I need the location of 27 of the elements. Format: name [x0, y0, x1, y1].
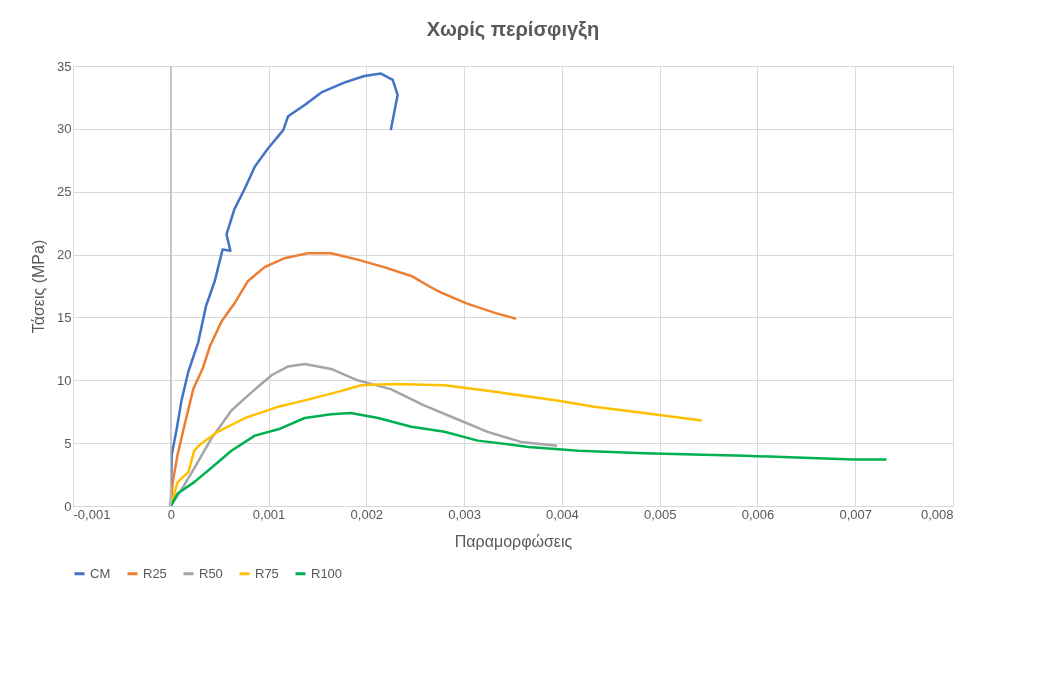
line-series: [169, 411, 888, 508]
legend-label: R25: [143, 565, 167, 581]
x-tick-label: 0,004: [546, 506, 579, 522]
x-tick-label: 0,007: [839, 506, 872, 522]
chart-title: Χωρίς περίσφιγξη: [426, 18, 600, 40]
y-tick-label: 35: [57, 58, 72, 74]
legend-label: R50: [199, 565, 223, 581]
y-tick-label: 5: [64, 435, 72, 451]
y-tick-label: 20: [57, 247, 72, 263]
legend-label: R100: [311, 565, 343, 581]
legend-label: CM: [90, 565, 111, 581]
y-axis-title: Τάσεις (MPa): [30, 239, 48, 334]
x-tick-label: 0,008: [920, 506, 954, 522]
x-tick-label: 0,003: [448, 506, 481, 522]
x-tick-label: -0,001: [73, 506, 111, 522]
x-axis-title: Παραμορφώσεις: [454, 532, 573, 550]
x-tick-label: 0,005: [643, 506, 677, 522]
y-tick-label: 15: [57, 309, 72, 325]
y-tick-label: 25: [57, 184, 72, 200]
y-tick-label: 10: [57, 372, 72, 388]
y-tick-label: 30: [57, 121, 72, 137]
x-tick-label: 0,001: [252, 506, 286, 522]
x-tick-label: 0,006: [741, 506, 775, 522]
x-tick-label: 0: [167, 506, 175, 522]
line-series: [169, 362, 559, 508]
x-tick-label: 0,002: [350, 506, 384, 522]
legend-label: R75: [255, 565, 279, 581]
